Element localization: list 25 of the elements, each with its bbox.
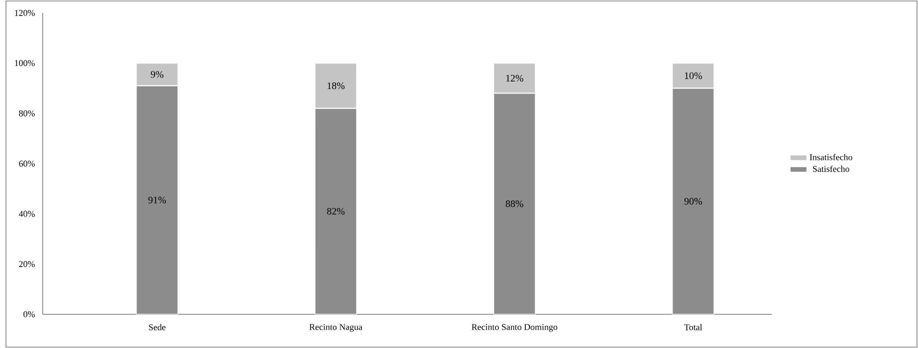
- x-tick-label: Recinto Nagua: [309, 324, 362, 332]
- data-label: 91%: [148, 196, 166, 204]
- legend-label: Insatisfecho: [810, 154, 852, 160]
- bar: [493, 92, 536, 314]
- y-tick-label: 40%: [18, 210, 35, 217]
- y-tick-label: 100%: [15, 60, 35, 66]
- legend-label: Satisfecho: [813, 166, 850, 172]
- bar: [672, 88, 715, 314]
- data-label: 90%: [684, 198, 702, 205]
- bar: [136, 85, 178, 314]
- y-tick-label: 120%: [15, 10, 35, 16]
- data-label: 10%: [684, 72, 702, 80]
- y-tick-label: 80%: [19, 110, 35, 116]
- data-label: 12%: [506, 74, 524, 82]
- data-label: 18%: [328, 82, 345, 90]
- x-tick-label: Total: [684, 324, 702, 330]
- y-tick-label: 20%: [19, 260, 35, 268]
- data-label: 82%: [327, 208, 345, 215]
- x-tick-label: Sede: [149, 324, 166, 330]
- data-label: 88%: [506, 200, 524, 208]
- data-label: 9%: [150, 71, 164, 78]
- x-tick-label: Recinto Santo Domingo: [472, 324, 558, 332]
- y-tick-label: 0%: [23, 311, 35, 318]
- y-tick-label: 60%: [19, 160, 35, 167]
- bar: [314, 108, 358, 314]
